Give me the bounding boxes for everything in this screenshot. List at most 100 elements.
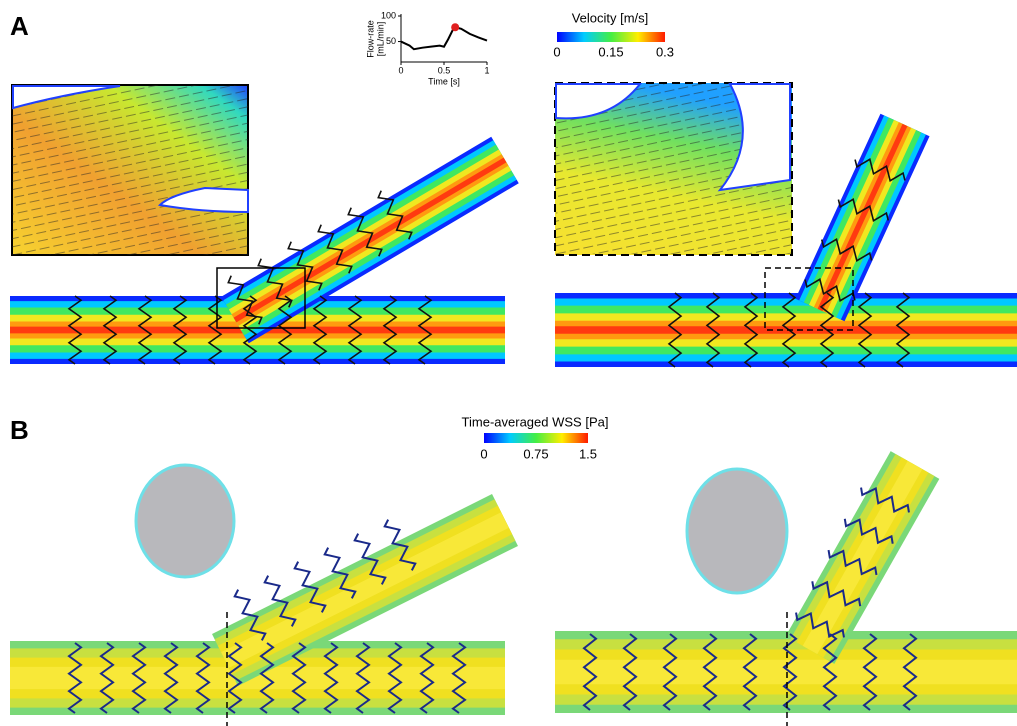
stent-strut bbox=[259, 642, 275, 714]
stent-ring bbox=[257, 258, 293, 308]
stent-strut bbox=[227, 275, 263, 325]
stent-strut bbox=[291, 642, 307, 714]
colorbar-tick-label: 0.15 bbox=[598, 44, 623, 59]
stent-strut bbox=[242, 295, 258, 365]
stent-strut bbox=[383, 519, 417, 571]
cross-section bbox=[685, 467, 789, 595]
colorbar-title: Time-averaged WSS [Pa] bbox=[462, 414, 609, 429]
stent-strut bbox=[387, 642, 403, 714]
stent-strut bbox=[172, 295, 188, 365]
stent-strut bbox=[822, 633, 838, 711]
stent-strut bbox=[163, 642, 179, 714]
colorbar bbox=[557, 32, 665, 42]
colorbar-tick-label: 1.5 bbox=[579, 446, 597, 461]
stent-strut bbox=[382, 295, 398, 365]
stent-strut bbox=[895, 292, 911, 368]
vessel bbox=[802, 460, 923, 655]
stent-strut bbox=[705, 292, 721, 368]
stent-ring bbox=[293, 561, 327, 613]
stent-strut bbox=[795, 611, 845, 639]
x-tick-label: 0 bbox=[398, 65, 403, 75]
stent-ring bbox=[317, 224, 353, 274]
stent-strut bbox=[451, 642, 467, 714]
stent-strut bbox=[857, 292, 873, 368]
stent-strut bbox=[355, 642, 371, 714]
stent-strut bbox=[99, 642, 115, 714]
stent-strut bbox=[317, 224, 353, 274]
stent-strut bbox=[854, 158, 906, 182]
stent-strut bbox=[287, 241, 323, 291]
colorbar bbox=[484, 433, 588, 443]
current-time-marker bbox=[451, 23, 460, 32]
vessels bbox=[10, 82, 1017, 726]
stent-strut bbox=[277, 295, 293, 365]
x-tick-label: 1 bbox=[484, 65, 489, 75]
panel-letter: A bbox=[10, 11, 29, 41]
stent-strut bbox=[702, 633, 718, 711]
y-axis-label: [mL/min] bbox=[375, 22, 385, 57]
stent-strut bbox=[622, 633, 638, 711]
stent-ring bbox=[233, 589, 267, 641]
stent-strut bbox=[131, 642, 147, 714]
flow-line bbox=[400, 26, 488, 51]
stent-ring bbox=[347, 207, 383, 257]
wall bbox=[555, 83, 791, 192]
zoom-box bbox=[216, 267, 306, 329]
vessel bbox=[817, 123, 908, 312]
flow-vectors bbox=[12, 85, 248, 255]
stent-strut bbox=[860, 486, 910, 514]
stent-strut bbox=[353, 533, 387, 585]
stent-strut bbox=[811, 580, 862, 607]
y-tick-label: 100 bbox=[381, 10, 396, 20]
stent-strut bbox=[67, 642, 83, 714]
stent-strut bbox=[582, 633, 598, 711]
colorbar-tick-label: 0.75 bbox=[523, 446, 548, 461]
colorbar-title: Velocity [m/s] bbox=[572, 10, 649, 25]
stent-strut bbox=[377, 190, 413, 240]
stent-strut bbox=[742, 633, 758, 711]
stent-strut bbox=[902, 633, 918, 711]
stent-strut bbox=[323, 547, 357, 599]
stent-strut bbox=[312, 295, 328, 365]
stent-ring bbox=[843, 518, 894, 545]
stent-strut bbox=[804, 278, 856, 302]
stent-strut bbox=[67, 295, 83, 365]
panel-letter: B bbox=[10, 415, 29, 445]
colorbar-tick-label: 0 bbox=[480, 446, 487, 461]
stent-strut bbox=[233, 589, 267, 641]
stent-strut bbox=[837, 198, 890, 222]
cross-section bbox=[134, 463, 236, 579]
stent-strut bbox=[227, 642, 243, 714]
y-axis-label: Flow-rate bbox=[365, 20, 375, 58]
y-tick-label: 50 bbox=[386, 36, 396, 46]
stent-ring bbox=[227, 275, 263, 325]
stent-ring bbox=[263, 575, 297, 627]
stent-ring bbox=[854, 158, 906, 182]
stent-ring bbox=[804, 278, 856, 302]
stent-strut bbox=[195, 642, 211, 714]
colorbar-tick-label: 0.3 bbox=[656, 44, 674, 59]
stent-ring bbox=[323, 547, 357, 599]
stent-strut bbox=[843, 518, 894, 545]
stent-ring bbox=[353, 533, 387, 585]
stent-strut bbox=[347, 295, 363, 365]
x-axis-label: Time [s] bbox=[428, 76, 460, 86]
stent-strut bbox=[419, 642, 435, 714]
stent-strut bbox=[347, 207, 383, 257]
stent-strut bbox=[743, 292, 759, 368]
stent-strut bbox=[782, 633, 798, 711]
stent-strut bbox=[257, 258, 293, 308]
stent-ring bbox=[860, 486, 910, 514]
stent-strut bbox=[263, 575, 297, 627]
stent-strut bbox=[820, 238, 873, 262]
stent-ring bbox=[827, 549, 878, 576]
stent-ring bbox=[383, 519, 417, 571]
flow-inset: 50 100 0 0.5 1 Time [s] Flow-rate [mL/min] bbox=[365, 10, 489, 86]
zoom-box bbox=[764, 267, 854, 331]
stent-strut bbox=[102, 295, 118, 365]
stent-strut bbox=[667, 292, 683, 368]
stent-strut bbox=[662, 633, 678, 711]
wall bbox=[12, 85, 249, 214]
stent-ring bbox=[795, 611, 845, 639]
